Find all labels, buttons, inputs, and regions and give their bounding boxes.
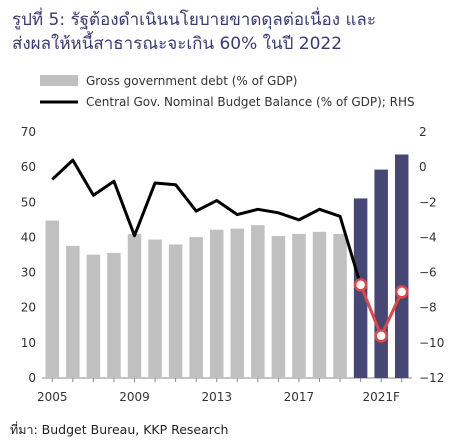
balance-line-actual bbox=[51, 158, 363, 286]
y-right-tick-label: −2 bbox=[419, 195, 437, 209]
balance-point-2020 bbox=[353, 278, 368, 292]
debt-bar-2018 bbox=[312, 231, 327, 378]
source-note: ที่มา: Budget Bureau, KKP Research bbox=[10, 422, 229, 437]
x-tick-label: 2021F bbox=[362, 390, 400, 404]
x-tick-label: 2009 bbox=[119, 390, 150, 404]
debt-bar-2021 bbox=[374, 169, 388, 378]
chart-title-line-2: ส่งผลให้หนี้สาธารณะจะเกิน 60% ในปี 2022 bbox=[12, 34, 343, 54]
y-right-tick-label: −12 bbox=[419, 371, 444, 385]
debt-bar-2011 bbox=[168, 244, 183, 378]
y-right-tick-label: 2 bbox=[419, 125, 427, 139]
debt-bar-2016 bbox=[271, 236, 286, 378]
debt-bar-2008 bbox=[107, 252, 121, 378]
y-left-tick-label: 10 bbox=[21, 336, 36, 350]
y-right-tick-label: 0 bbox=[419, 160, 427, 174]
y-left-tick-label: 20 bbox=[21, 301, 36, 315]
debt-bar-2015 bbox=[251, 225, 265, 378]
debt-bar-2013 bbox=[209, 229, 224, 378]
legend-label-balance: Central Gov. Nominal Budget Balance (% o… bbox=[86, 95, 415, 109]
line-series bbox=[51, 158, 409, 343]
debt-bar-2017 bbox=[292, 233, 306, 378]
debt-bar-2006 bbox=[66, 245, 80, 378]
debt-bar-2014 bbox=[230, 228, 245, 378]
debt-bar-2012 bbox=[189, 237, 203, 378]
x-tick-label: 2005 bbox=[37, 390, 68, 404]
y-left-tick-label: 40 bbox=[21, 230, 36, 244]
debt-bar-2019 bbox=[333, 233, 347, 378]
y-left-tick-label: 0 bbox=[28, 371, 36, 385]
bar-series bbox=[45, 154, 409, 378]
y-left-tick-label: 70 bbox=[21, 125, 36, 139]
legend: Gross government debt (% of GDP) Central … bbox=[40, 74, 415, 109]
balance-point-2021 bbox=[374, 329, 388, 343]
x-tick-label: 2013 bbox=[201, 390, 232, 404]
debt-bar-2005 bbox=[45, 220, 60, 378]
y-right-tick-label: −6 bbox=[419, 266, 437, 280]
chart-title-line-1: รูปที่ 5: รัฐต้องดำเนินนโยบายขาดดุลต่อเน… bbox=[12, 10, 376, 30]
legend-swatch-debt bbox=[40, 75, 78, 86]
y-left-tick-label: 50 bbox=[21, 195, 36, 209]
balance-point-2022 bbox=[394, 285, 409, 299]
debt-bar-2007 bbox=[86, 254, 101, 378]
debt-bar-2010 bbox=[148, 239, 162, 378]
debt-bar-2009 bbox=[127, 233, 142, 378]
y-right-tick-label: −8 bbox=[419, 301, 437, 315]
chart-title: รูปที่ 5: รัฐต้องดำเนินนโยบายขาดดุลต่อเน… bbox=[12, 8, 444, 56]
y-left-tick-label: 30 bbox=[21, 266, 36, 280]
x-tick-label: 2017 bbox=[284, 390, 315, 404]
legend-label-debt: Gross government debt (% of GDP) bbox=[86, 74, 297, 88]
debt-bar-2022 bbox=[394, 154, 409, 378]
y-left-tick-label: 60 bbox=[21, 160, 36, 174]
y-right-tick-label: −10 bbox=[419, 336, 444, 350]
y-right-tick-label: −4 bbox=[419, 230, 437, 244]
